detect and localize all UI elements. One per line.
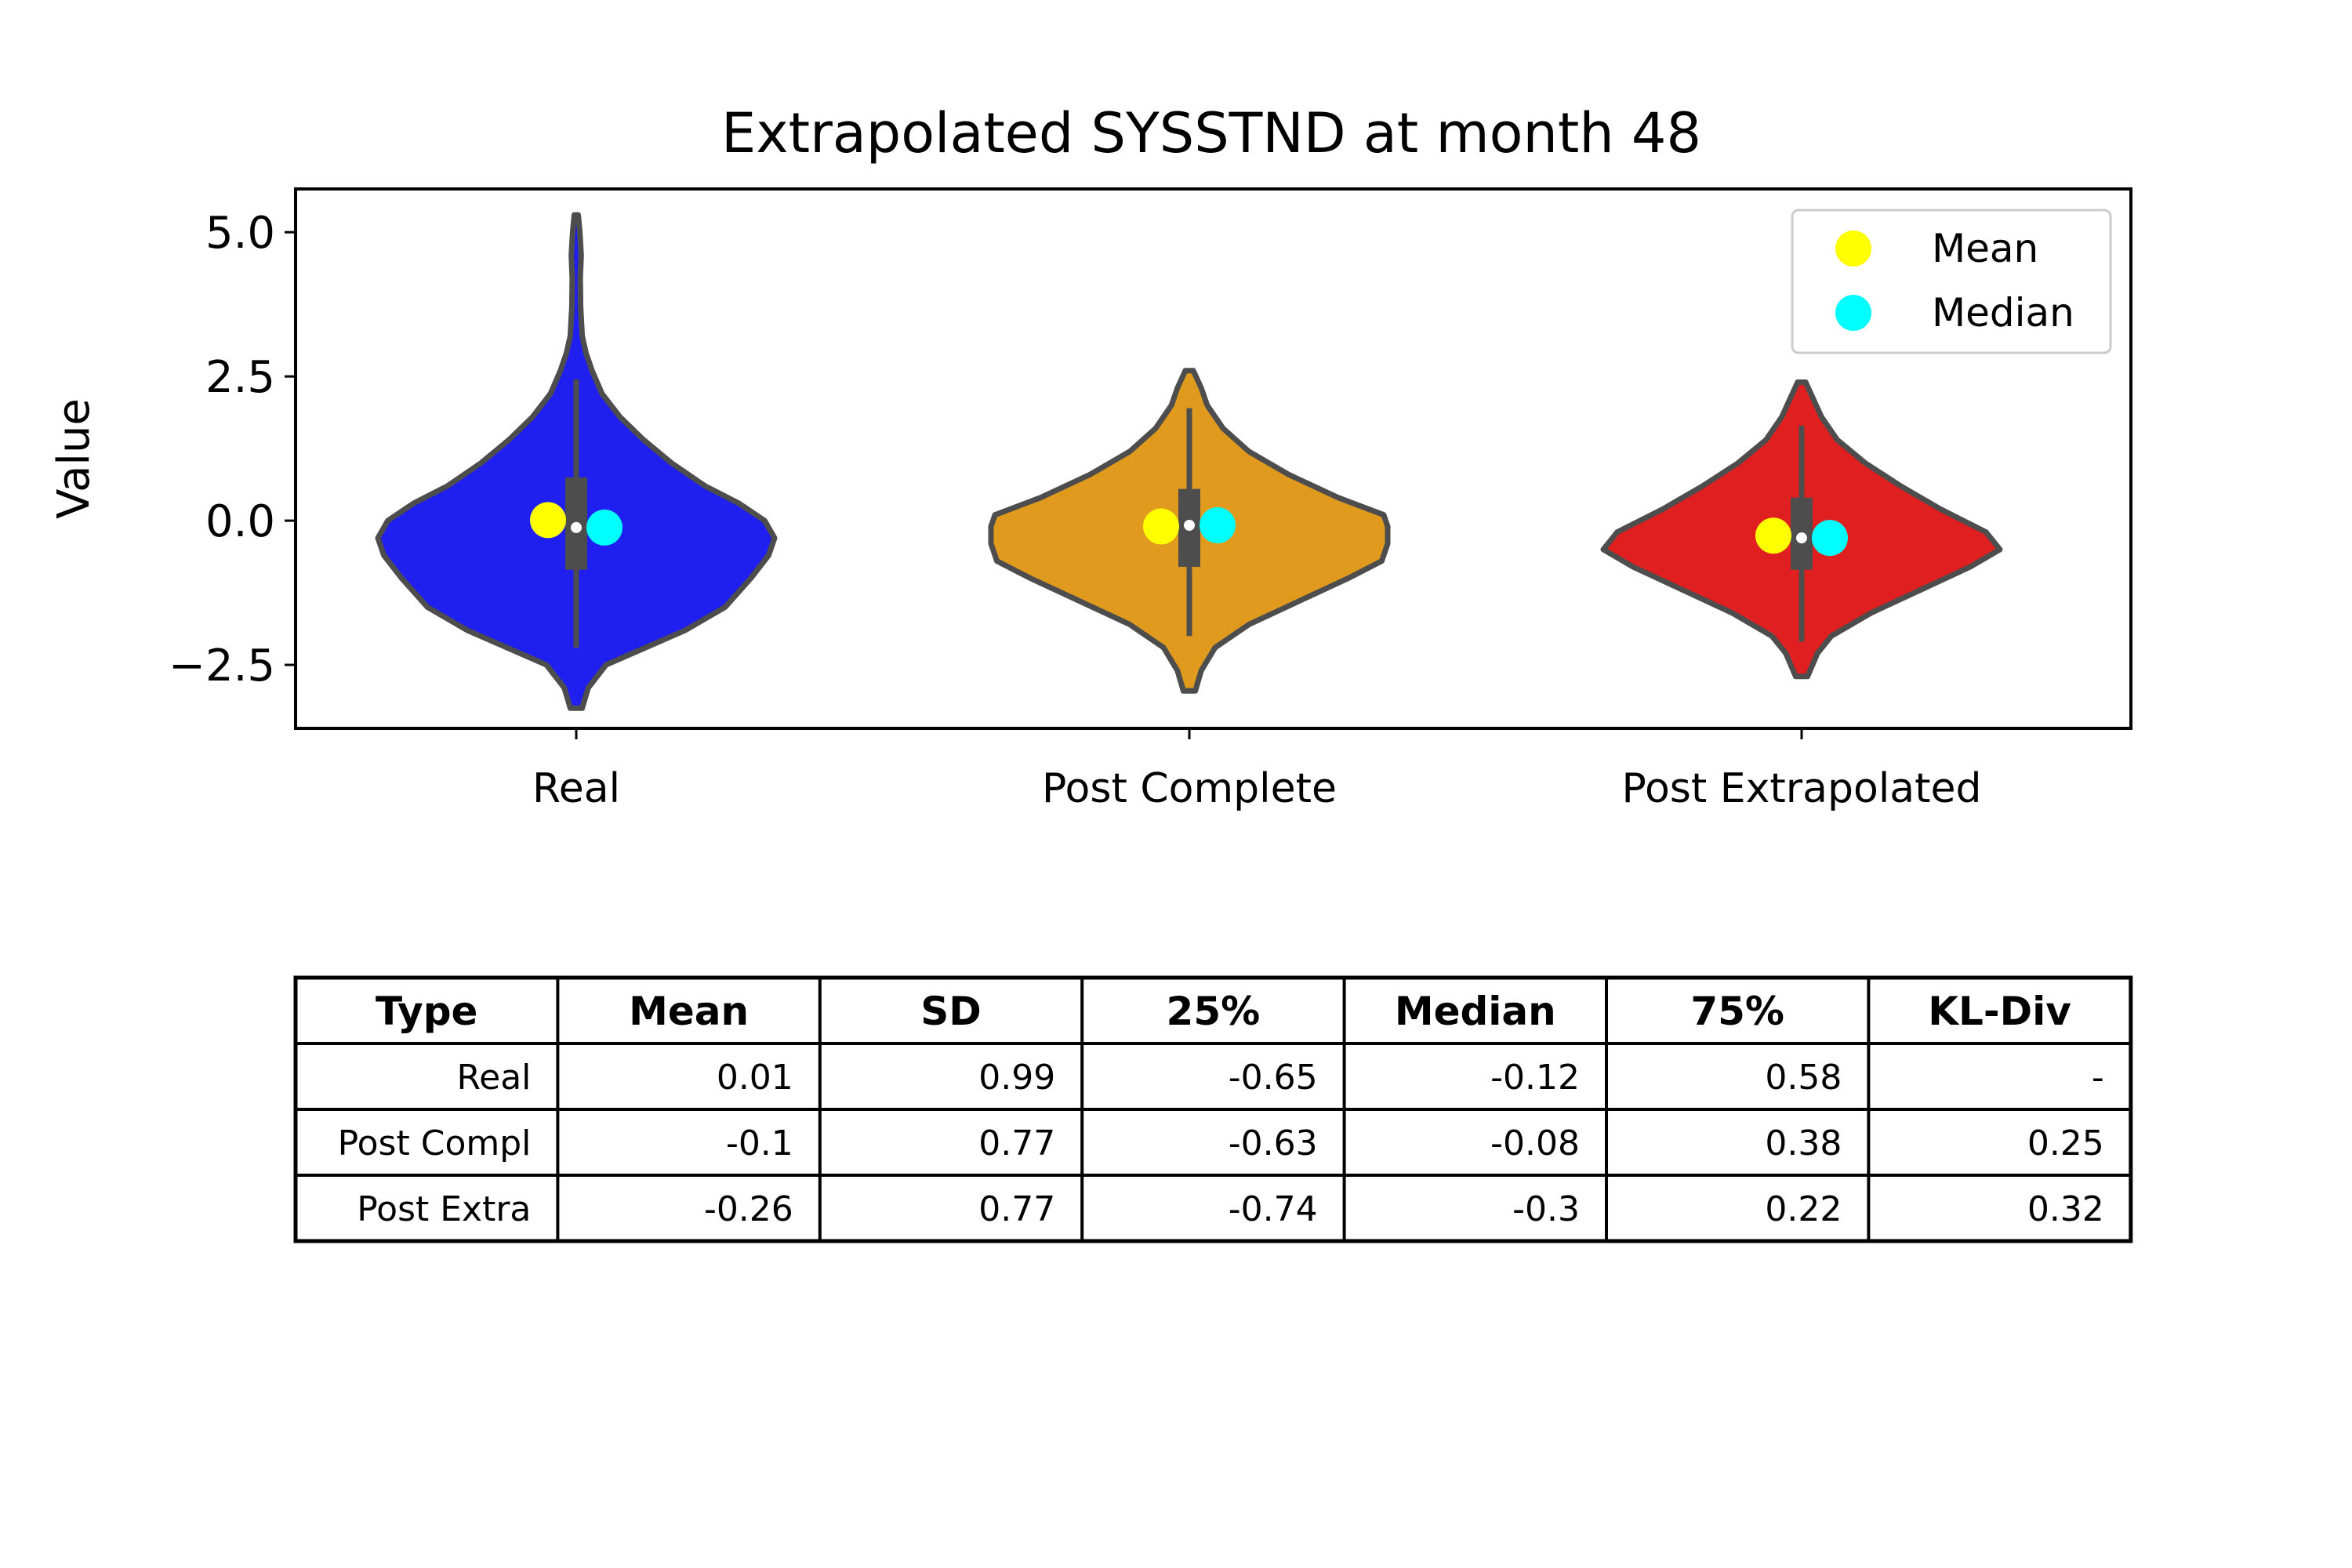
median-marker-2 xyxy=(1200,506,1236,543)
legend-marker-mean xyxy=(1835,230,1871,267)
table-cell: -0.26 xyxy=(704,1189,793,1229)
table-cell: Post Extra xyxy=(357,1189,531,1229)
violin-median-dot-2 xyxy=(1184,519,1195,531)
table-cell: 0.77 xyxy=(978,1189,1055,1229)
x-tick-label: Real xyxy=(532,765,620,812)
legend-marker-median xyxy=(1835,295,1871,331)
table-header-cell: Mean xyxy=(629,989,749,1034)
table-header-cell: Type xyxy=(376,989,477,1034)
table-cell: 0.77 xyxy=(978,1123,1055,1163)
marker-layer xyxy=(530,502,1848,557)
stats-table: Type Mean SD 25% Median 75% KL-Div Real 0.01 0.99… xyxy=(293,975,2133,1243)
table-header-cell: 75% xyxy=(1690,989,1784,1034)
legend-label-median: Median xyxy=(1932,290,2074,336)
table-header-cell: Median xyxy=(1395,989,1556,1034)
table-header-cell: KL-Div xyxy=(1928,989,2071,1034)
y-axis: 5.0 2.5 0.0 −2.5 xyxy=(169,208,296,691)
table-cell: -0.74 xyxy=(1229,1189,1318,1229)
table-cell: - xyxy=(2092,1058,2104,1098)
violin-layer xyxy=(375,212,2003,711)
median-marker-1 xyxy=(586,509,622,546)
table-cell: -0.1 xyxy=(726,1123,793,1163)
plot-frame xyxy=(294,187,2132,730)
x-axis: Real Post Complete Post Extrapolated xyxy=(532,728,1982,812)
table-cell: 0.01 xyxy=(717,1058,793,1098)
legend-box xyxy=(1791,209,2112,354)
y-tick-label: 0.0 xyxy=(205,496,275,547)
chart-title: Extrapolated SYSSTND at month 48 xyxy=(721,101,1701,165)
table-cell: 0.22 xyxy=(1765,1189,1842,1229)
mean-marker-2 xyxy=(1143,508,1179,545)
y-tick-label: 2.5 xyxy=(205,352,275,403)
table-cell: -0.12 xyxy=(1490,1058,1580,1098)
table-cell: -0.08 xyxy=(1490,1123,1580,1163)
table-header-cell: 25% xyxy=(1167,989,1261,1034)
mean-marker-1 xyxy=(530,502,566,539)
y-tick-label: −2.5 xyxy=(169,641,275,691)
violin-median-dot-3 xyxy=(1796,532,1807,544)
legend: Mean Median xyxy=(1791,209,2112,354)
table-cell: -0.65 xyxy=(1229,1058,1318,1098)
table-cell: 0.38 xyxy=(1765,1123,1842,1163)
table-cell: Real xyxy=(457,1058,532,1098)
mean-marker-3 xyxy=(1755,517,1791,554)
table-cell: 0.32 xyxy=(2027,1189,2104,1229)
table-cell: 0.25 xyxy=(2027,1123,2104,1163)
x-tick-label: Post Extrapolated xyxy=(1621,765,1981,812)
median-marker-3 xyxy=(1812,520,1848,557)
table-cell: 0.58 xyxy=(1765,1058,1842,1098)
violin-median-dot-1 xyxy=(571,521,582,533)
y-axis-label: Value xyxy=(49,398,100,519)
table-cell: -0.63 xyxy=(1229,1123,1318,1163)
table-cell: Post Compl xyxy=(338,1123,532,1163)
table-header-cell: SD xyxy=(920,989,982,1034)
table-cell: -0.3 xyxy=(1512,1189,1580,1229)
legend-label-mean: Mean xyxy=(1932,226,2038,271)
y-tick-label: 5.0 xyxy=(205,208,275,259)
x-tick-label: Post Complete xyxy=(1042,765,1337,812)
table-cell: 0.99 xyxy=(978,1058,1055,1098)
